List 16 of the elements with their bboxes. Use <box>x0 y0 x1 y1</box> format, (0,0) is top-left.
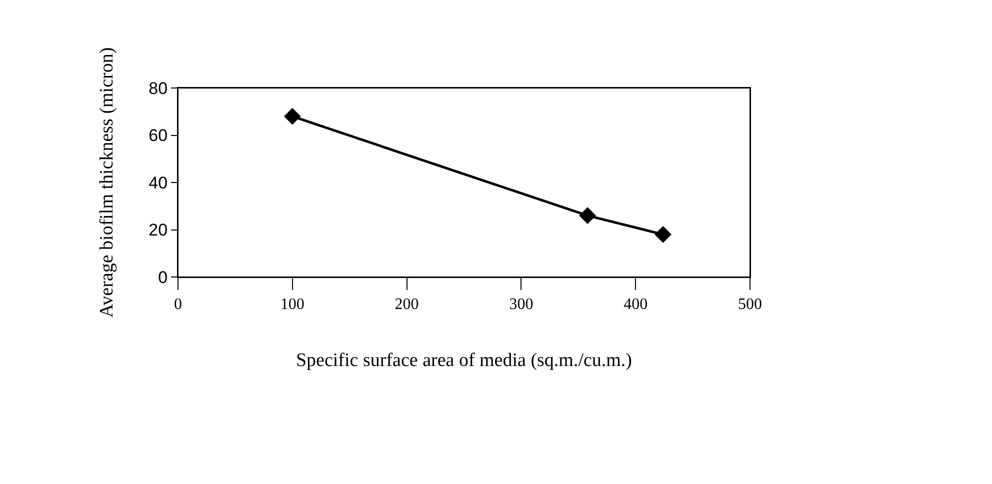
point <box>284 108 301 125</box>
y-tick-label: 0 <box>158 268 168 287</box>
y-tick-label: 20 <box>148 220 168 240</box>
x-tick-label: 400 <box>624 296 648 314</box>
point <box>579 207 596 224</box>
x-tick-label: 200 <box>394 296 419 314</box>
y-tick-label: 40 <box>148 173 168 192</box>
x-tick-label: 100 <box>280 296 304 314</box>
y-tick-label: 80 <box>148 78 168 98</box>
x-tick-label: 300 <box>509 296 534 314</box>
x-tick-label: 0 <box>174 296 182 314</box>
y-tick-label: 60 <box>148 126 168 146</box>
x-axis-title: Specific surface area of media (sq.m./cu.m.) <box>296 350 632 371</box>
point <box>654 226 672 243</box>
y-axis-title: Average biofilm thickness (micron) <box>96 47 118 318</box>
x-tick-label: 500 <box>738 296 762 314</box>
